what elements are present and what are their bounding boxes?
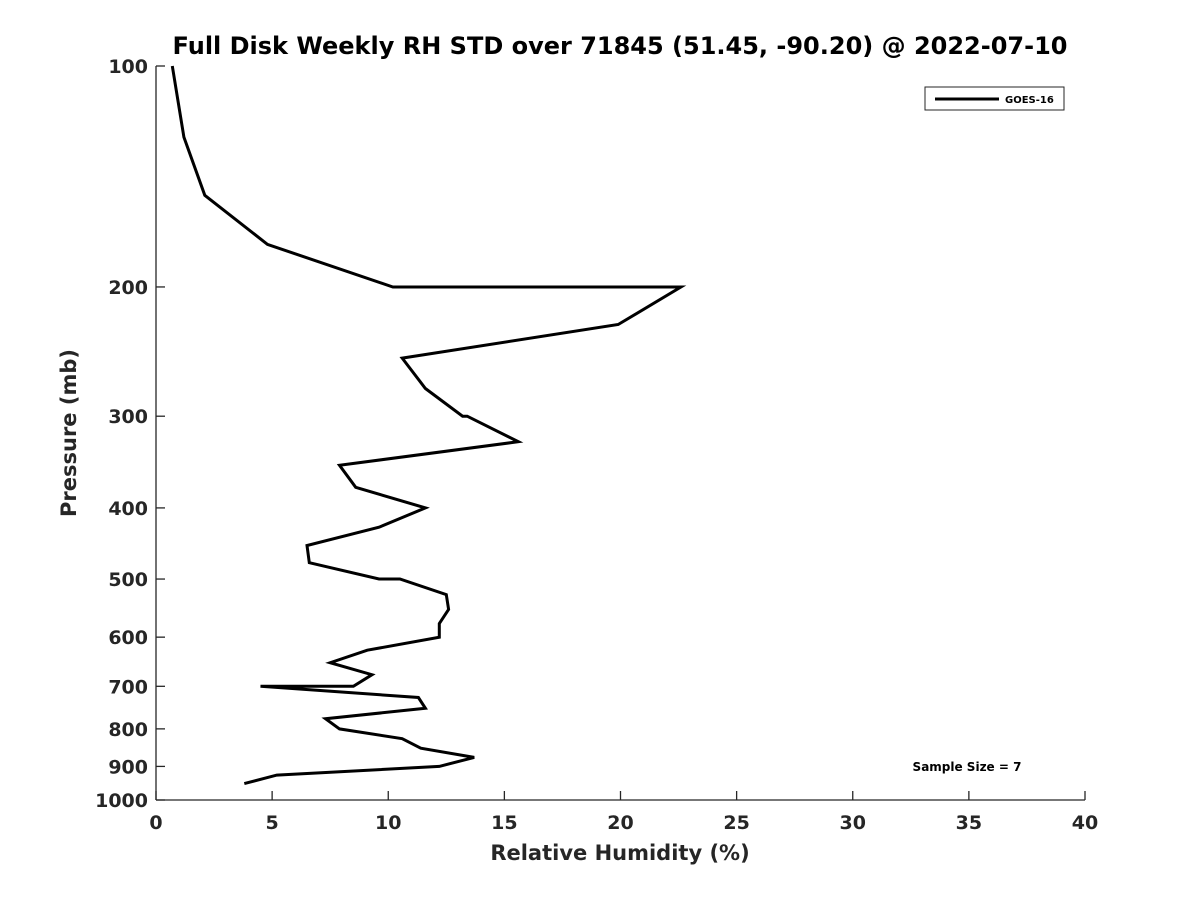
y-tick-label: 300 <box>108 406 148 428</box>
y-tick-label: 1000 <box>95 790 148 812</box>
y-tick-label: 900 <box>108 756 148 778</box>
sample-size-annotation: Sample Size = 7 <box>913 760 1022 774</box>
x-axis-label: Relative Humidity (%) <box>490 841 749 865</box>
y-tick-label: 400 <box>108 498 148 520</box>
y-tick-label: 500 <box>108 569 148 591</box>
x-tick-label: 40 <box>1072 812 1098 834</box>
y-axis-label: Pressure (mb) <box>57 349 81 517</box>
y-tick-label: 100 <box>108 56 148 78</box>
legend: GOES-16 <box>924 86 1065 111</box>
x-tick-label: 0 <box>149 812 162 834</box>
y-axis-ticks: 100 200 300 400 500 600 700 800 900 1000 <box>95 56 165 812</box>
y-tick-label: 700 <box>108 676 148 698</box>
y-tick-label: 600 <box>108 627 148 649</box>
x-tick-label: 25 <box>723 812 749 834</box>
y-tick-label: 200 <box>108 277 148 299</box>
x-tick-label: 10 <box>375 812 401 834</box>
chart-title: Full Disk Weekly RH STD over 71845 (51.4… <box>173 32 1068 60</box>
x-tick-label: 35 <box>956 812 982 834</box>
x-tick-label: 15 <box>491 812 517 834</box>
series-line-goes-16 <box>170 65 687 786</box>
y-tick-label: 800 <box>108 719 148 741</box>
x-tick-label: 5 <box>266 812 279 834</box>
x-tick-label: 30 <box>840 812 866 834</box>
x-axis-ticks: 0 5 10 15 20 25 30 35 40 <box>149 791 1098 834</box>
x-tick-label: 20 <box>607 812 633 834</box>
legend-entry: GOES-16 <box>1005 95 1054 106</box>
